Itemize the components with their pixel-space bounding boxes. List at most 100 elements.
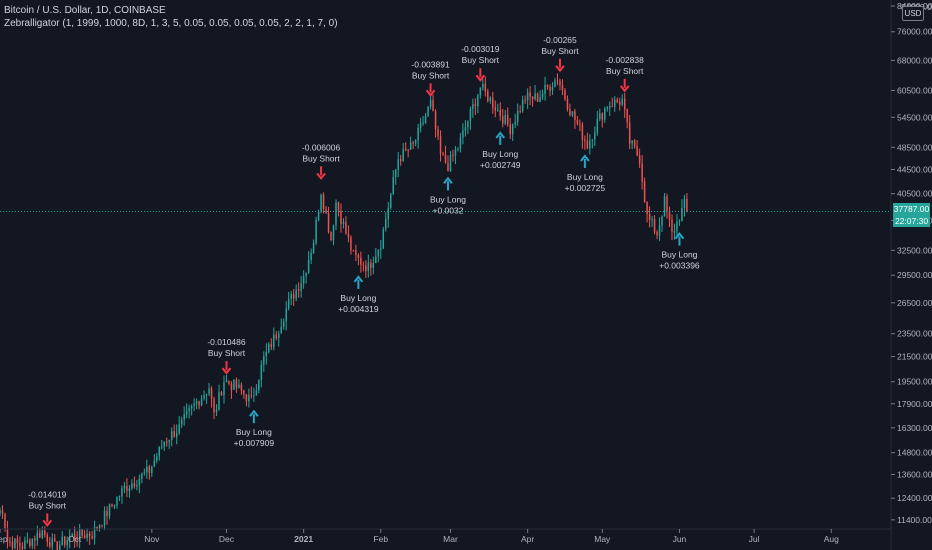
signal-label: Buy Short (606, 66, 644, 76)
candle-body (519, 110, 521, 112)
short-arrow-head (619, 85, 630, 93)
candle-body (509, 124, 511, 134)
candle-body (596, 119, 599, 133)
candle-body (268, 344, 270, 352)
candle-body (442, 153, 444, 155)
x-tick-label: Dec (219, 534, 235, 544)
candle-body (78, 529, 81, 540)
symbol-title[interactable]: Bitcoin / U.S. Dollar, 1D, COINBASE (4, 5, 166, 16)
candle-body (91, 536, 93, 539)
y-tick-label: 40500.00 (897, 189, 932, 199)
candle-body (113, 505, 116, 507)
y-tick-label: 13600.00 (897, 469, 932, 479)
candle-body (584, 139, 586, 141)
candle-body (399, 159, 402, 162)
candle-body (380, 248, 382, 251)
candle-body (494, 107, 497, 111)
candle-body (526, 92, 529, 101)
candle-body (250, 394, 253, 396)
signal-label: Buy Short (208, 348, 246, 358)
candle-body (302, 276, 305, 284)
x-tick-label: May (594, 534, 611, 544)
candle-body (210, 388, 213, 399)
candle-body (166, 441, 168, 443)
signal-label: Buy Long (567, 172, 603, 182)
candle-body (638, 155, 641, 164)
candle-body (454, 149, 457, 156)
candle-body (534, 93, 536, 100)
candle-body (340, 210, 342, 224)
candle-body (278, 333, 280, 339)
y-tick-label: 68000.00 (897, 55, 932, 65)
candle-body (39, 532, 41, 538)
candle-body (464, 127, 467, 131)
candle-body (170, 431, 173, 440)
candle-body (439, 136, 442, 154)
x-tick-label: Mar (443, 534, 458, 544)
candle-body (297, 289, 300, 291)
candle-body (163, 441, 166, 447)
x-axis[interactable]: Sep Oct Nov Dec 2021 Feb Mar Apr May Jun Jul Aug (0, 529, 839, 544)
signal-label: Buy Short (462, 55, 500, 65)
currency-badge[interactable]: USD (902, 6, 924, 21)
candle-body (668, 210, 671, 220)
short-arrow-head (555, 65, 565, 73)
candle-body (414, 140, 417, 144)
candle-body (556, 80, 559, 82)
candle-body (141, 473, 143, 479)
candle-body (394, 169, 397, 178)
y-tick-label: 11400.00 (897, 515, 932, 525)
y-tick-label: 16300.00 (897, 423, 932, 433)
candle-body (218, 392, 220, 410)
candle-body (16, 538, 19, 544)
candle-body (389, 193, 392, 208)
candle-body (61, 536, 63, 545)
candle-body (240, 384, 243, 391)
candle-body (103, 510, 106, 526)
candle-body (29, 540, 31, 546)
candle-body (101, 525, 103, 527)
candle-body (195, 401, 198, 404)
candle-body (285, 308, 287, 322)
candle-body (258, 380, 260, 391)
candle-body (434, 111, 437, 129)
candle-body (11, 541, 14, 549)
candle-body (233, 379, 235, 390)
candle-body (663, 196, 666, 217)
candle-body (382, 229, 385, 249)
candle-body (437, 128, 439, 137)
candle-body (118, 496, 121, 498)
candle-body (168, 439, 170, 442)
signal-value: -0.00265 (543, 35, 577, 45)
candle-body (673, 231, 676, 233)
candle-body (248, 394, 250, 402)
candle-body (106, 510, 108, 517)
candle-body (337, 202, 340, 211)
candle-body (487, 91, 489, 102)
candle-body (618, 101, 621, 105)
candle-body (71, 533, 73, 538)
candle-body (290, 293, 292, 299)
y-tick-label: 26500.00 (897, 298, 932, 308)
candle-body (462, 130, 464, 138)
indicator-title[interactable]: Zebralligator (1, 1999, 1000, 8D, 1, 3, … (4, 18, 338, 29)
x-tick-label: 2021 (294, 534, 313, 544)
candle-body (21, 546, 24, 549)
candle-body (477, 95, 479, 107)
candle-body (225, 380, 228, 383)
x-tick-label: Sep (0, 534, 8, 544)
y-tick-label: 60500.00 (897, 85, 932, 95)
y-tick-label: 17900.00 (897, 399, 932, 409)
signal-value: +0.003396 (659, 261, 700, 271)
candle-body (631, 140, 633, 144)
candle-body (648, 214, 651, 220)
candle-body (190, 405, 193, 409)
candle-body (658, 225, 661, 236)
candle-body (260, 364, 263, 381)
candle-body (335, 202, 337, 226)
candle-body (449, 154, 452, 171)
candle-body (282, 321, 285, 327)
